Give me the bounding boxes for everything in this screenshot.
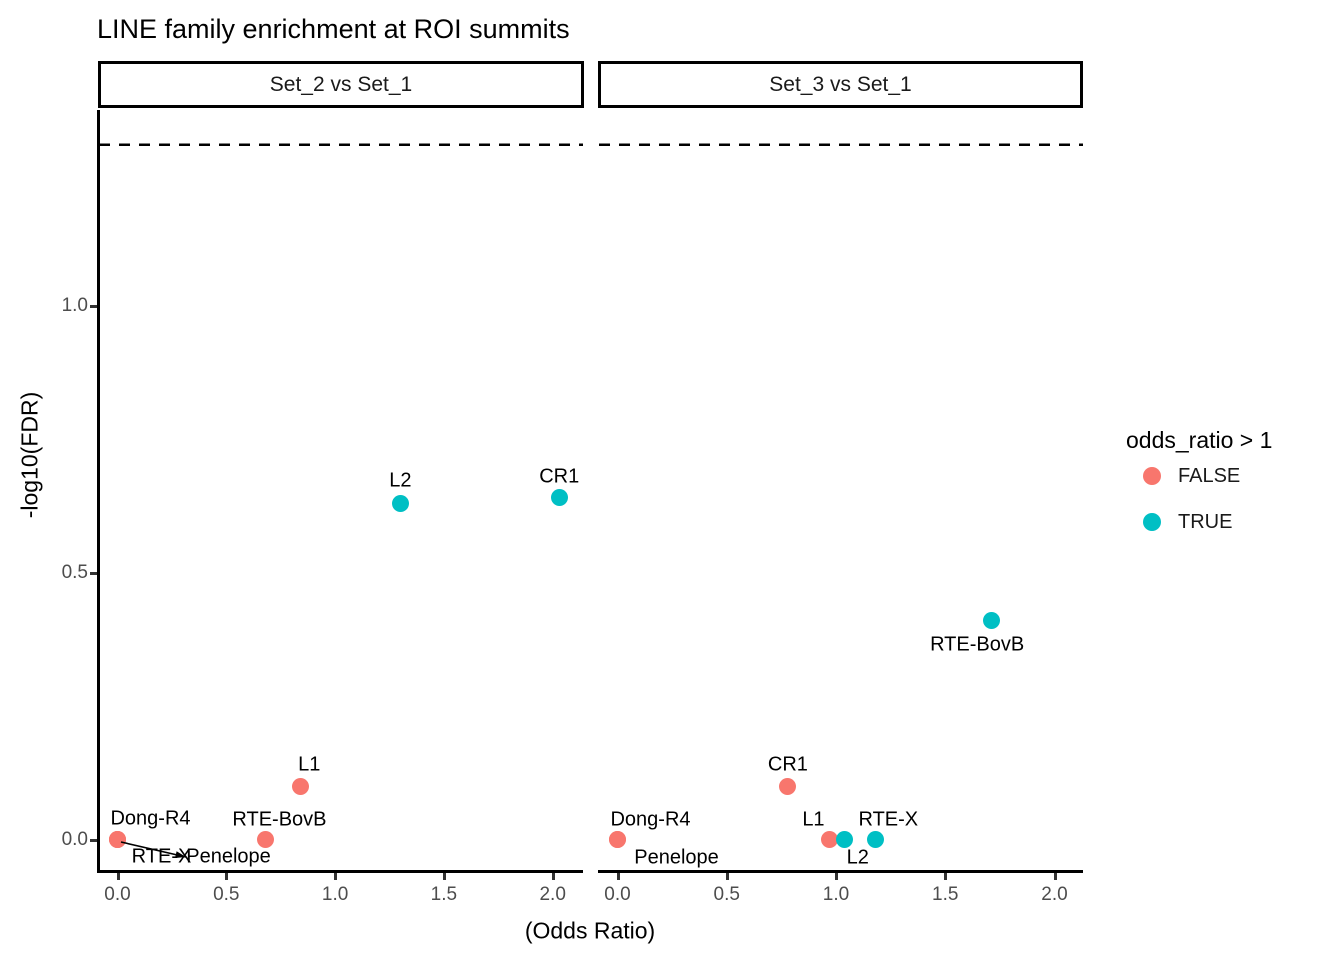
x-axis-tick bbox=[442, 873, 446, 880]
point-label: L1 bbox=[298, 753, 321, 776]
data-point bbox=[779, 777, 797, 795]
x-tick-label: 2.0 bbox=[1041, 884, 1068, 905]
facet-strip-set2-vs-set1: Set_2 vs Set_1 bbox=[98, 61, 584, 108]
data-point bbox=[109, 831, 126, 848]
data-point bbox=[866, 831, 884, 848]
x-tick-label: 1.5 bbox=[430, 884, 458, 905]
y-axis-tick bbox=[90, 838, 97, 842]
x-tick-label: 0.5 bbox=[213, 884, 240, 905]
y-axis-tick bbox=[90, 304, 97, 308]
legend-label-false: FALSE bbox=[1178, 464, 1241, 487]
point-label: Dong-R4 bbox=[110, 807, 191, 829]
data-point bbox=[836, 831, 854, 848]
data-point bbox=[391, 494, 409, 512]
y-tick-label: 0.5 bbox=[61, 561, 88, 583]
x-tick-label: 1.5 bbox=[932, 884, 959, 905]
x-tick-label: 0.5 bbox=[713, 884, 740, 905]
point-label: RTE-X bbox=[858, 808, 919, 830]
point-label: L1 bbox=[802, 808, 825, 830]
x-axis-tick bbox=[1053, 873, 1057, 880]
point-label: L2 bbox=[389, 469, 412, 492]
data-point bbox=[550, 489, 568, 507]
point-label: RTE-BovB bbox=[930, 633, 1025, 656]
x-tick-label: 1.0 bbox=[321, 884, 349, 905]
x-tick-label: 0.0 bbox=[604, 884, 631, 905]
x-axis-tick bbox=[334, 873, 338, 880]
x-tick-label: 2.0 bbox=[539, 884, 566, 905]
legend-title: odds_ratio > 1 bbox=[1126, 427, 1273, 453]
x-axis-tick bbox=[616, 873, 620, 880]
facet-strip-set3-vs-set1: Set_3 vs Set_1 bbox=[598, 61, 1083, 108]
data-point bbox=[256, 831, 274, 848]
x-axis-tick bbox=[725, 873, 729, 880]
x-axis-line bbox=[98, 870, 583, 873]
point-label: Dong-R4 bbox=[610, 808, 691, 830]
data-point bbox=[982, 612, 1000, 630]
point-label: CR1 bbox=[539, 465, 580, 488]
y-axis-line bbox=[97, 110, 100, 873]
x-axis-tick bbox=[835, 873, 838, 880]
legend: odds_ratio > 1 FALSE TRUE bbox=[1124, 427, 1272, 545]
legend-swatch-true-icon bbox=[1143, 513, 1161, 531]
point-label: RTE-BovB bbox=[232, 808, 327, 830]
x-axis-tick bbox=[551, 873, 555, 880]
point-label: RTE-X bbox=[131, 845, 192, 867]
x-tick-label: 0.0 bbox=[104, 884, 131, 905]
legend-swatch-false-icon bbox=[1143, 467, 1161, 485]
point-label: Penelope bbox=[634, 846, 719, 868]
data-point bbox=[820, 831, 838, 848]
data-point bbox=[291, 777, 309, 795]
x-axis-line bbox=[598, 870, 1083, 873]
x-axis-tick bbox=[225, 873, 229, 880]
y-axis-title: -log10(FDR) bbox=[16, 391, 43, 519]
legend-item-false: FALSE bbox=[1124, 453, 1272, 499]
x-tick-label: 1.0 bbox=[822, 884, 850, 905]
legend-item-true: TRUE bbox=[1124, 499, 1272, 545]
x-axis-title: (Odds Ratio) bbox=[524, 917, 656, 944]
y-tick-label: 1.0 bbox=[61, 294, 88, 316]
point-label: Penelope bbox=[186, 845, 271, 867]
point-label: L2 bbox=[846, 846, 869, 868]
legend-label-true: TRUE bbox=[1178, 510, 1233, 533]
x-axis-tick bbox=[944, 873, 948, 880]
point-label: CR1 bbox=[767, 753, 808, 776]
plot-title: LINE family enrichment at ROI summits bbox=[97, 14, 570, 44]
data-point bbox=[609, 831, 626, 848]
y-axis-tick bbox=[90, 571, 97, 575]
x-axis-tick bbox=[116, 873, 120, 880]
y-tick-label: 0.0 bbox=[61, 828, 88, 850]
